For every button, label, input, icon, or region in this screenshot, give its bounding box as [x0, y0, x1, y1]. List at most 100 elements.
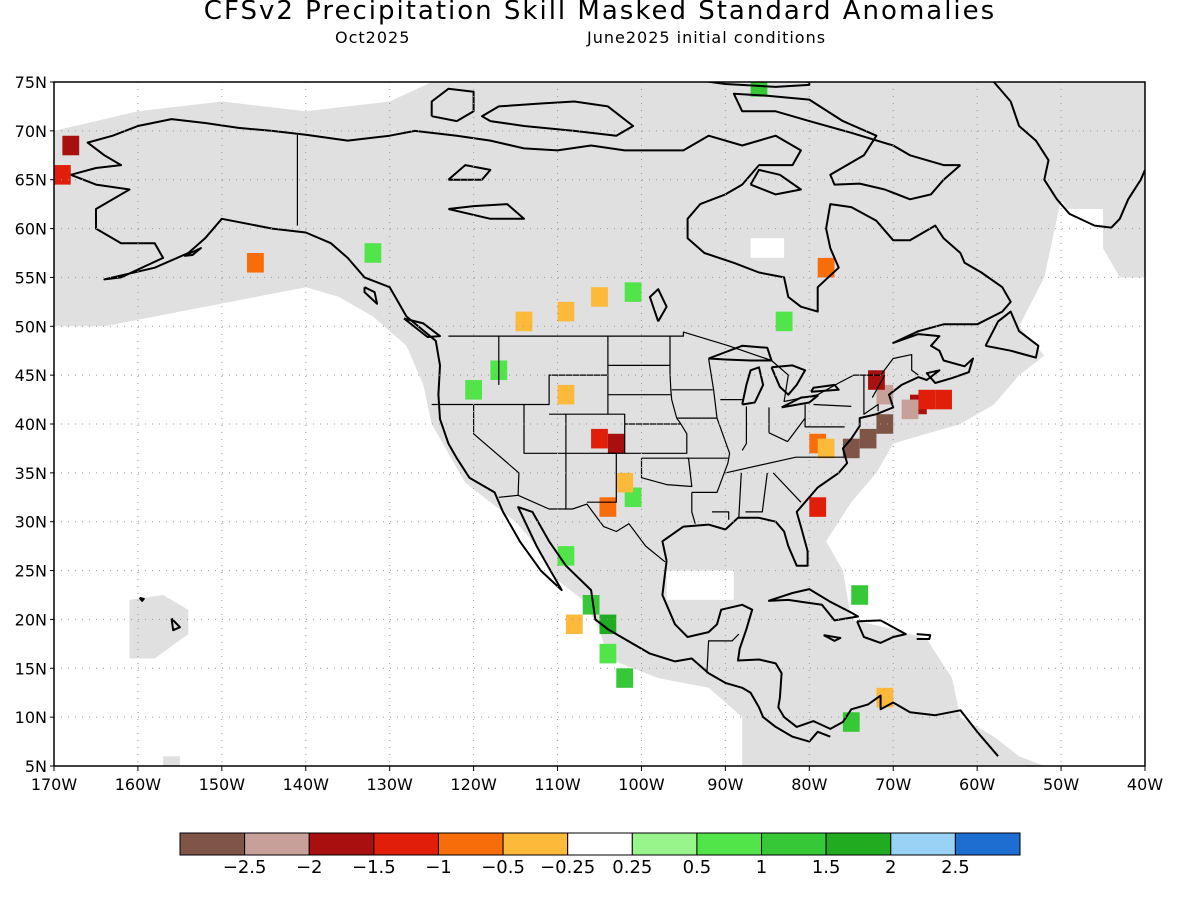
coastline: [856, 619, 907, 644]
colorbar-swatch: [825, 832, 892, 856]
colorbar-label: 1: [756, 857, 767, 878]
anomaly-layer: [54, 82, 952, 732]
lon-label: 140W: [283, 775, 330, 794]
initial-conditions-label: June2025 initial conditions: [587, 28, 827, 47]
anomaly-patch: [876, 414, 894, 434]
latitude-labels: 5N 10N 15N 20N 25N 30N 35N 40N 45N 50N 55N 60N 65N 70…: [15, 73, 54, 776]
anomaly-patch: [582, 595, 600, 615]
political-border: [431, 336, 609, 406]
anomaly-patch: [599, 643, 617, 664]
political-border: [691, 492, 696, 524]
colorbar-label: −0.5: [481, 857, 525, 878]
lon-label: 100W: [618, 775, 665, 794]
coastline: [741, 366, 765, 406]
colorbar-label: −2: [296, 857, 323, 878]
anomaly-patch: [935, 389, 952, 410]
coastline: [70, 173, 831, 743]
coastline: [749, 168, 802, 196]
map-title: CFSv2 Precipitation Skill Masked Standar…: [203, 0, 997, 26]
anomaly-patch: [918, 389, 936, 410]
anomaly-patch: [616, 668, 634, 688]
coastline: [183, 247, 202, 257]
colorbar-label: −1: [425, 857, 452, 878]
lon-label: 60W: [959, 775, 995, 794]
anomaly-patch: [515, 311, 533, 332]
skill-mask-region: [54, 82, 1145, 766]
skill-mask-layer: [54, 82, 1145, 766]
coastline: [481, 100, 635, 137]
coastline: [732, 92, 962, 201]
colorbar-swatch: [308, 832, 375, 856]
political-border: [768, 417, 806, 443]
coastline: [770, 364, 807, 396]
coastline: [447, 164, 492, 181]
skill-mask-region: [163, 756, 180, 766]
political-border: [863, 375, 879, 415]
coastline: [648, 288, 668, 322]
coastline: [170, 617, 181, 632]
political-border: [523, 404, 567, 509]
anomaly-patch: [62, 135, 80, 156]
colorbar-label: 1.5: [812, 857, 841, 878]
political-border: [586, 452, 617, 503]
anomaly-patch: [364, 243, 382, 263]
lat-label: 20N: [15, 610, 47, 629]
colorbar-label: −1.5: [352, 857, 396, 878]
anomaly-patch: [842, 712, 860, 732]
political-border: [871, 374, 886, 398]
longitude-labels: 170W 160W 150W 140W 130W 120W 110W 100W 90W 80W 70…: [31, 766, 1163, 794]
political-border: [813, 403, 852, 407]
anomaly-patch: [599, 614, 617, 635]
political-border: [772, 472, 802, 503]
colorbar-swatch: [244, 832, 310, 856]
coastline: [781, 394, 819, 409]
lon-label: 150W: [199, 775, 246, 794]
colorbar-swatch: [437, 832, 504, 856]
political-border: [473, 404, 520, 496]
anomaly-patch: [591, 287, 608, 307]
lon-label: 70W: [875, 775, 911, 794]
lon-label: 40W: [1127, 775, 1163, 794]
political-border: [725, 456, 844, 474]
coastline: [403, 317, 441, 338]
lon-label: 90W: [707, 775, 743, 794]
colorbar-swatch: [179, 832, 246, 856]
unmasked-region: [666, 570, 734, 600]
coastline: [984, 310, 1040, 359]
coastline: [448, 203, 525, 220]
skill-mask-region: [129, 595, 189, 659]
anomaly-patch: [591, 428, 608, 449]
lat-label: 25N: [15, 562, 47, 581]
political-border: [498, 494, 666, 563]
colorbar-swatch: [502, 832, 569, 856]
lat-label: 35N: [15, 464, 47, 483]
political-border: [804, 404, 845, 428]
anomaly-patch: [851, 585, 869, 605]
coastline: [823, 634, 842, 642]
anomaly-patch: [775, 311, 793, 332]
anomaly-patch: [624, 282, 642, 302]
colorbar-swatch: [890, 832, 956, 856]
political-border: [448, 331, 919, 403]
lat-label: 50N: [15, 317, 47, 336]
colorbar-swatch: [954, 832, 1021, 856]
anomaly-patch: [557, 301, 575, 322]
lon-label: 160W: [115, 775, 162, 794]
lat-label: 30N: [15, 513, 47, 532]
coastline: [430, 87, 475, 123]
lon-label: 110W: [534, 775, 581, 794]
lat-label: 70N: [15, 122, 47, 141]
anomaly-patch: [817, 257, 835, 278]
lon-label: 130W: [367, 775, 414, 794]
coastline: [916, 633, 932, 640]
lon-label: 80W: [791, 775, 827, 794]
anomaly-patch: [599, 497, 617, 517]
colorbar-label: 0.25: [612, 857, 652, 878]
lon-label: 50W: [1043, 775, 1079, 794]
political-border: [669, 336, 678, 419]
lat-label: 55N: [15, 268, 47, 287]
unmasked-region: [490, 551, 533, 581]
lat-label: 75N: [15, 73, 47, 92]
colorbar-label: 2.5: [941, 857, 970, 878]
political-border: [741, 406, 748, 451]
